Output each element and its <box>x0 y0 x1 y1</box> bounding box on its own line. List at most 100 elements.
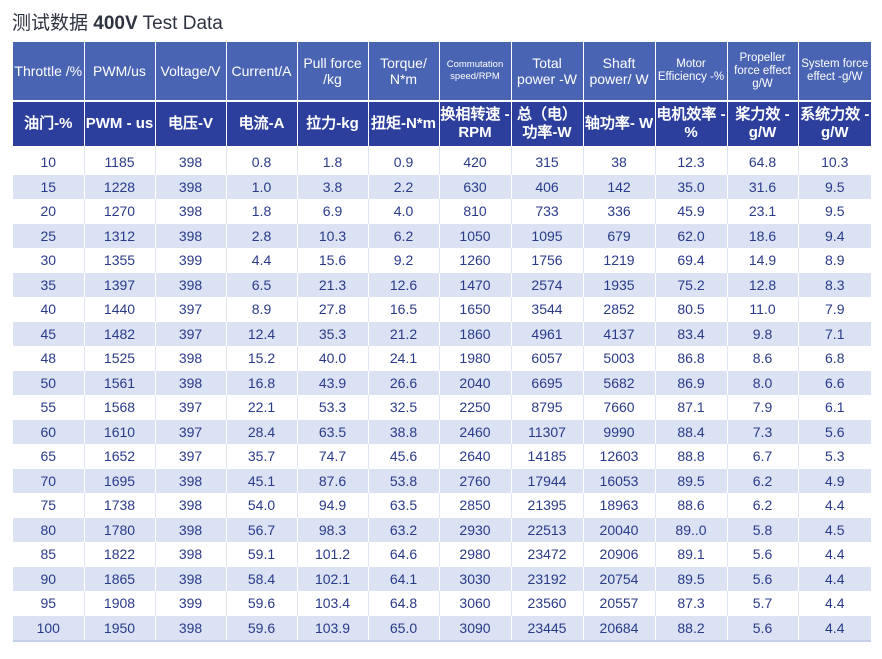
table-cell: 103.4 <box>297 591 369 616</box>
table-cell: 31.6 <box>727 174 799 199</box>
table-cell: 1482 <box>84 321 156 346</box>
table-cell: 398 <box>155 542 227 567</box>
table-cell: 54.0 <box>226 493 298 518</box>
table-cell: 53.8 <box>368 468 440 493</box>
col-header-cn-pull-force: 拉力-kg <box>297 100 369 146</box>
table-cell: 398 <box>155 146 227 175</box>
table-cell: 1228 <box>84 174 156 199</box>
title-prefix: 测试数据 <box>12 13 89 34</box>
table-cell: 35 <box>13 272 85 297</box>
table-row: 15 1228 398 1.0 3.8 2.2 630 406 142 35.0 31.6 9.5 <box>13 174 871 199</box>
table-cell: 1.8 <box>297 146 369 175</box>
table-cell: 12.6 <box>368 272 440 297</box>
table-cell: 21.3 <box>297 272 369 297</box>
table-cell: 74.7 <box>297 444 369 469</box>
table-cell: 2.2 <box>368 174 440 199</box>
table-cell: 14.9 <box>727 248 799 273</box>
table-cell: 6.8 <box>798 346 871 371</box>
table-cell: 1312 <box>84 223 156 248</box>
col-header-cn-shaft-power: 轴功率- W <box>583 100 656 146</box>
table-cell: 336 <box>583 199 656 224</box>
table-cell: 679 <box>583 223 656 248</box>
table-cell: 1525 <box>84 346 156 371</box>
table-cell: 8.9 <box>798 248 871 273</box>
table-cell: 16053 <box>583 468 656 493</box>
table-cell: 12.3 <box>655 146 728 175</box>
col-header-throttle: Throttle /% <box>13 42 85 101</box>
table-cell: 733 <box>511 199 584 224</box>
table-cell: 397 <box>155 395 227 420</box>
table-cell: 102.1 <box>297 566 369 591</box>
table-row: 10 1185 398 0.8 1.8 0.9 420 315 38 12.3 64.8 10.3 <box>13 146 871 175</box>
table-cell: 88.8 <box>655 444 728 469</box>
table-cell: 5.6 <box>727 542 799 567</box>
table-cell: 87.3 <box>655 591 728 616</box>
table-row: 20 1270 398 1.8 6.9 4.0 810 733 336 45.9 23.1 9.5 <box>13 199 871 224</box>
table-cell: 38.8 <box>368 419 440 444</box>
table-cell: 1568 <box>84 395 156 420</box>
col-header-shaft-power: Shaft power/ W <box>583 42 656 101</box>
table-cell: 2250 <box>439 395 512 420</box>
table-cell: 94.9 <box>297 493 369 518</box>
table-cell: 399 <box>155 248 227 273</box>
table-row: 90 1865 398 58.4 102.1 64.1 3030 23192 20754 89.5… <box>13 566 871 591</box>
table-cell: 6.6 <box>798 370 871 395</box>
table-cell: 9.5 <box>798 199 871 224</box>
table-cell: 45.9 <box>655 199 728 224</box>
test-data-table: Throttle /% PWM/us Voltage/V Current/A P… <box>13 42 871 642</box>
table-cell: 100 <box>13 615 85 642</box>
table-cell: 87.1 <box>655 395 728 420</box>
table-cell: 2640 <box>439 444 512 469</box>
table-cell: 43.9 <box>297 370 369 395</box>
col-header-speed: Commutation speed/RPM <box>439 42 512 101</box>
table-cell: 63.5 <box>368 493 440 518</box>
table-cell: 3060 <box>439 591 512 616</box>
table-cell: 398 <box>155 566 227 591</box>
table-cell: 27.8 <box>297 297 369 322</box>
table-row: 65 1652 397 35.7 74.7 45.6 2640 14185 12603 88.8 6… <box>13 444 871 469</box>
table-cell: 101.2 <box>297 542 369 567</box>
table-cell: 6.2 <box>727 493 799 518</box>
table-cell: 398 <box>155 223 227 248</box>
table-cell: 88.2 <box>655 615 728 642</box>
table-cell: 85 <box>13 542 85 567</box>
table-cell: 103.9 <box>297 615 369 642</box>
table-cell: 2040 <box>439 370 512 395</box>
table-cell: 38 <box>583 146 656 175</box>
table-cell: 5.6 <box>798 419 871 444</box>
table-row: 80 1780 398 56.7 98.3 63.2 2930 22513 20040 89..0… <box>13 517 871 542</box>
table-cell: 5003 <box>583 346 656 371</box>
table-row: 70 1695 398 45.1 87.6 53.8 2760 17944 16053 89.5 6… <box>13 468 871 493</box>
table-cell: 16.5 <box>368 297 440 322</box>
table-cell: 20 <box>13 199 85 224</box>
col-header-motor-efficiency: Motor Efficiency -% <box>655 42 728 101</box>
table-cell: 56.7 <box>226 517 298 542</box>
table-cell: 3544 <box>511 297 584 322</box>
header-row-english: Throttle /% PWM/us Voltage/V Current/A P… <box>13 42 871 101</box>
table-cell: 5.3 <box>798 444 871 469</box>
table-cell: 4961 <box>511 321 584 346</box>
table-body: 10 1185 398 0.8 1.8 0.9 420 315 38 12.3 64.8 10.3 15… <box>13 146 871 642</box>
table-cell: 98.3 <box>297 517 369 542</box>
table-cell: 9.4 <box>798 223 871 248</box>
table-cell: 7.1 <box>798 321 871 346</box>
table-cell: 65 <box>13 444 85 469</box>
table-cell: 1.8 <box>226 199 298 224</box>
title-voltage: 400V <box>93 13 138 34</box>
table-cell: 20684 <box>583 615 656 642</box>
table-cell: 18963 <box>583 493 656 518</box>
table-cell: 20557 <box>583 591 656 616</box>
table-cell: 8795 <box>511 395 584 420</box>
table-cell: 89.5 <box>655 566 728 591</box>
table-cell: 7660 <box>583 395 656 420</box>
table-cell: 75.2 <box>655 272 728 297</box>
table-cell: 10.3 <box>798 146 871 175</box>
table-cell: 6.2 <box>727 468 799 493</box>
table-cell: 45.6 <box>368 444 440 469</box>
table-cell: 15.2 <box>226 346 298 371</box>
table-cell: 35.3 <box>297 321 369 346</box>
table-cell: 1738 <box>84 493 156 518</box>
table-cell: 8.0 <box>727 370 799 395</box>
table-cell: 30 <box>13 248 85 273</box>
table-cell: 7.9 <box>727 395 799 420</box>
